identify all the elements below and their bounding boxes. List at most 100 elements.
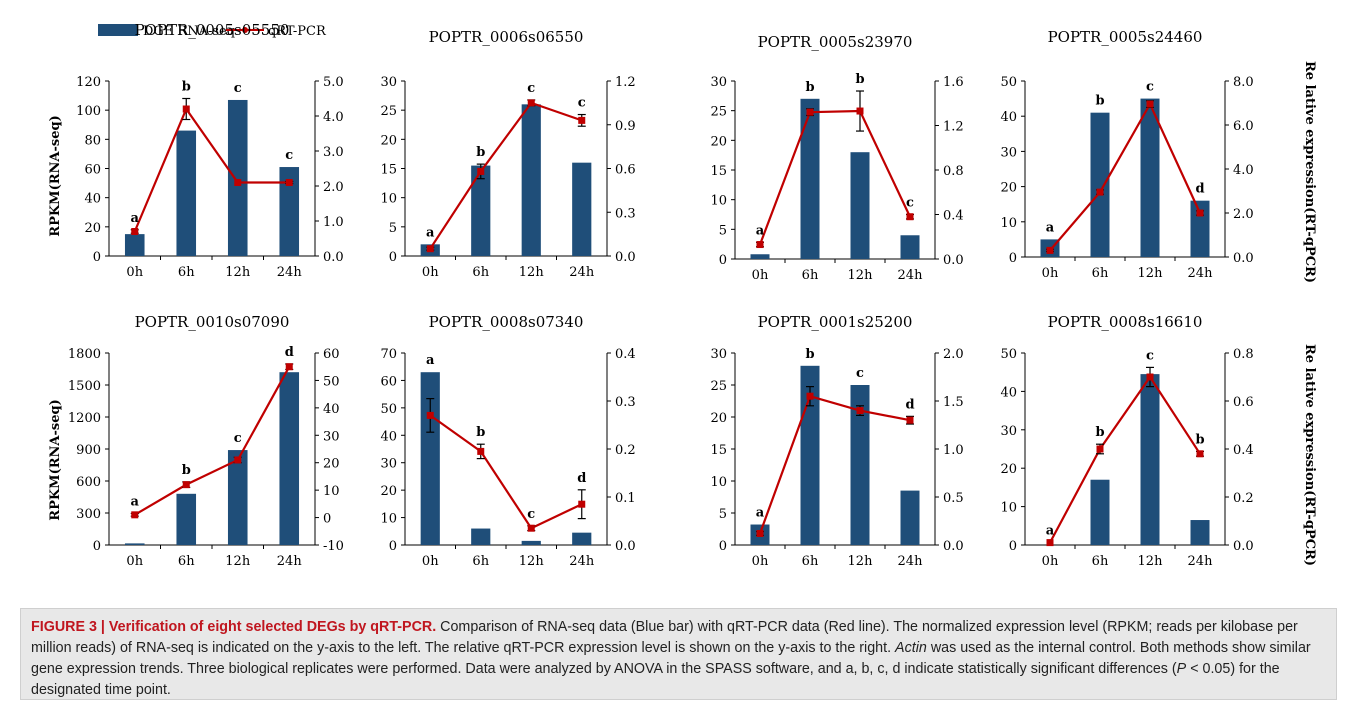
left-tick-label: 10 (710, 475, 727, 490)
left-tick-label: 30 (710, 347, 727, 362)
x-tick-label: 12h (1138, 554, 1164, 569)
x-tick-label: 24h (277, 554, 303, 569)
left-tick-label: 20 (84, 221, 101, 236)
chart-panel-5: POPTR_0010s070900300600900120015001800-1… (68, 313, 344, 569)
significance-letter: a (756, 223, 765, 238)
right-tick-label: 0 (323, 512, 331, 527)
bar (1090, 112, 1110, 258)
right-tick-label: 50 (323, 374, 340, 389)
qrt-pcr-point (234, 179, 242, 186)
x-tick-label: 0h (1042, 266, 1059, 281)
chart-panel-1: POPTR_0005s05550 0 20 40 60 80 100 120 0.0 1.0 2.0… (76, 21, 344, 280)
left-tick-label: 0 (1009, 251, 1017, 266)
chart-panel-8: POPTR_0008s16610 0 10 20 30 40 50 0.0 0.2 0.4 0.6 0… (1000, 313, 1253, 569)
qrt-pcr-line (1049, 101, 1201, 252)
right-tick-label: 0.0 (943, 253, 964, 268)
right-tick-label: 2.0 (943, 347, 964, 362)
legend-line-label: qRT-PCR (268, 24, 327, 39)
qrt-pcr-point (856, 107, 864, 115)
qrt-pcr-line (758, 394, 911, 534)
right-tick-label: 0.0 (323, 250, 344, 265)
left-tick-label: 10 (380, 192, 397, 207)
significance-letter: a (131, 211, 140, 226)
right-tick-label: 0.3 (615, 206, 636, 221)
significance-letter: a (756, 506, 765, 521)
qrt-pcr-point (131, 228, 139, 235)
bar (1190, 520, 1210, 545)
left-tick-label: 1500 (68, 379, 101, 394)
bar (176, 493, 197, 545)
qrt-pcr-line (758, 109, 911, 245)
caption-text-3: < 0.05) for the designated time point. (31, 661, 1280, 698)
left-tick-label: 60 (84, 163, 101, 178)
qrt-pcr-point (1196, 209, 1204, 217)
x-tick-label: 6h (178, 554, 195, 569)
qrt-pcr-line (1049, 375, 1201, 544)
right-tick-label: 30 (323, 429, 340, 444)
left-tick-label: 15 (380, 163, 397, 178)
right-tick-label: 0.0 (943, 539, 964, 554)
caption-italic-p: P (1176, 661, 1187, 677)
significance-letter: a (426, 353, 435, 368)
right-tick-label: 0.2 (1233, 491, 1254, 506)
left-tick-label: 80 (84, 133, 101, 148)
x-tick-label: 0h (422, 554, 439, 569)
left-tick-label: 20 (710, 411, 727, 426)
right-tick-label: 6.0 (1233, 119, 1254, 134)
bar (572, 532, 592, 545)
left-tick-label: 5 (719, 223, 727, 238)
qrt-pcr-point (906, 416, 914, 424)
left-tick-label: 60 (380, 374, 397, 389)
chart-title: POPTR_0008s16610 (1048, 313, 1203, 331)
right-tick-label: 8.0 (1233, 75, 1254, 90)
right-tick-label: 20 (323, 457, 340, 472)
bar (176, 130, 197, 256)
x-tick-label: 0h (752, 268, 769, 283)
bar (1190, 200, 1210, 257)
chart-panel-2: POPTR_0006s06550 0 5 10 15 20 25 30 0.0 0.3 0.6 0.9… (380, 28, 635, 280)
left-tick-label: 15 (710, 164, 727, 179)
left-tick-label: 600 (76, 475, 101, 490)
left-tick-label: 25 (380, 104, 397, 119)
caption-text-1: Comparison of RNA-seq data (Blue bar) wi… (31, 619, 1298, 656)
right-tick-label: 5.0 (323, 75, 344, 90)
bar (420, 372, 440, 545)
right-tick-label: 1.0 (943, 443, 964, 458)
significance-letter: d (905, 397, 914, 412)
qrt-pcr-point (131, 511, 139, 519)
figure-panels: DGE RNA-seq qRT-PCR RPKM(RNA-seq) RPKM(R… (48, 21, 1317, 569)
left-tick-label: 30 (710, 75, 727, 90)
x-tick-label: 12h (848, 268, 874, 283)
left-tick-label: 20 (710, 134, 727, 149)
x-tick-label: 24h (1188, 266, 1214, 281)
caption-text-2: was used as the internal control. Both m… (31, 640, 1311, 677)
significance-letter: a (1046, 524, 1055, 539)
x-tick-label: 0h (1042, 554, 1059, 569)
left-tick-label: 0 (719, 253, 727, 268)
qrt-pcr-line (133, 106, 290, 232)
right-tick-label: 1.5 (943, 395, 964, 410)
qrt-pcr-point (1146, 100, 1154, 108)
left-tick-label: 10 (1000, 501, 1017, 516)
right-tick-label: 0.8 (943, 164, 964, 179)
bar (471, 165, 491, 256)
x-tick-label: 0h (422, 265, 439, 280)
legend-bar-swatch (98, 24, 138, 36)
right-tick-label: 0.6 (615, 163, 636, 178)
qrt-pcr-point (806, 392, 814, 400)
left-tick-label: 50 (1000, 75, 1017, 90)
left-tick-label: 30 (1000, 145, 1017, 160)
left-tick-label: 1200 (68, 411, 101, 426)
right-tick-label: 1.2 (943, 120, 964, 135)
qrt-pcr-point (1096, 445, 1104, 453)
significance-letter: c (1146, 348, 1154, 363)
right-tick-label: 4.0 (323, 110, 344, 125)
x-tick-label: 24h (277, 265, 303, 280)
qrt-pcr-point (578, 500, 586, 508)
chart-panel-7: POPTR_0001s25200 0 5 10 15 20 25 30 0.0 0.5 1.0 1.5… (710, 313, 963, 569)
bar (521, 540, 541, 545)
qrt-pcr-point (806, 108, 814, 116)
x-tick-label: 6h (1092, 554, 1109, 569)
x-tick-label: 24h (569, 265, 595, 280)
right-tick-label: 0.9 (615, 119, 636, 134)
